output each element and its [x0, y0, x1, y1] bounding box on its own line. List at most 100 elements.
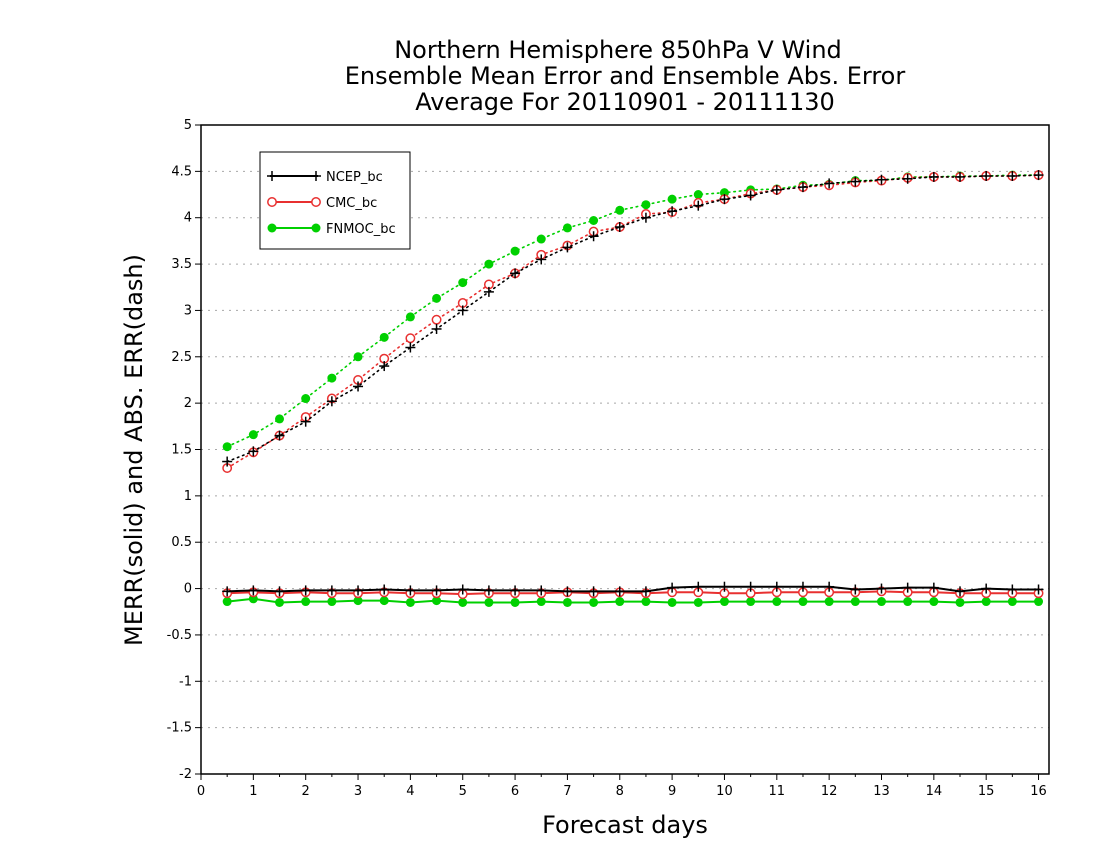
x-tick-label: 2 [302, 784, 310, 799]
mean-err-point-ncep-bc [353, 585, 364, 596]
mean-err-point-fnmoc-bc [798, 597, 808, 607]
y-tick-label: -2 [179, 767, 192, 782]
mean-err-point-ncep-bc [379, 584, 390, 595]
mean-err-point-ncep-bc [667, 582, 678, 593]
legend-item-ncep-bc: NCEP_bc [267, 170, 383, 185]
mean-err-point-ncep-bc [1007, 584, 1018, 595]
abs-err-point-fnmoc-bc [379, 332, 389, 342]
y-tick-label: -0.5 [167, 628, 192, 643]
chart-title-line-3: Average For 20110901 - 20111130 [415, 88, 835, 116]
mean-err-point-fnmoc-bc [458, 597, 468, 607]
abs-err-point-fnmoc-bc [510, 246, 520, 256]
abs-err-point-fnmoc-bc [353, 352, 363, 362]
y-tick-label: 4.5 [171, 164, 192, 179]
mean-err-point-fnmoc-bc [667, 597, 677, 607]
legend-label: NCEP_bc [326, 170, 383, 185]
mean-err-point-fnmoc-bc [824, 597, 834, 607]
mean-err-point-fnmoc-bc [589, 597, 599, 607]
legend-item-cmc-bc: CMC_bc [267, 196, 377, 211]
abs-err-point-ncep-bc [1033, 170, 1044, 181]
mean-err-point-fnmoc-bc [405, 597, 415, 607]
mean-err-point-ncep-bc [431, 585, 442, 596]
legend-marker-left [267, 171, 277, 181]
x-tick-label: 13 [873, 784, 890, 799]
x-tick-label: 8 [616, 784, 624, 799]
y-axis-label: MERR(solid) and ABS. ERR(dash) [120, 254, 148, 646]
mean-err-point-fnmoc-bc [301, 597, 311, 607]
abs-err-point-ncep-bc [510, 268, 521, 279]
legend-label: FNMOC_bc [326, 222, 396, 237]
mean-err-point-ncep-bc [771, 581, 782, 592]
mean-err-point-ncep-bc [955, 586, 966, 597]
mean-err-line-fnmoc-bc [227, 597, 1039, 604]
mean-err-point-fnmoc-bc [929, 597, 939, 607]
legend-marker-left [267, 223, 277, 233]
abs-err-point-ncep-bc [771, 184, 782, 195]
legend-marker-left [267, 197, 277, 207]
abs-err-point-ncep-bc [588, 231, 599, 242]
abs-err-point-ncep-bc [431, 323, 442, 334]
abs-err-point-ncep-bc [562, 242, 573, 253]
abs-err-point-ncep-bc [902, 173, 913, 184]
abs-err-point-fnmoc-bc [615, 205, 625, 215]
plot-frame [200, 124, 1050, 775]
y-tick-label: 0 [184, 582, 192, 597]
mean-err-point-ncep-bc [300, 585, 311, 596]
legend-marker-right [311, 197, 321, 207]
mean-err-point-fnmoc-bc [615, 597, 625, 607]
legend-item-fnmoc-bc: FNMOC_bc [267, 222, 396, 237]
mean-err-point-ncep-bc [510, 585, 521, 596]
abs-err-point-ncep-bc [850, 176, 861, 187]
abs-err-point-ncep-bc [300, 416, 311, 427]
y-tick-label: 3.5 [171, 257, 192, 272]
mean-err-point-ncep-bc [1033, 584, 1044, 595]
mean-err-point-fnmoc-bc [903, 597, 913, 607]
mean-err-point-ncep-bc [457, 584, 468, 595]
series-layer [222, 170, 1044, 607]
mean-err-point-fnmoc-bc [981, 597, 991, 607]
x-tick-label: 1 [249, 784, 257, 799]
chart-title-line-1: Northern Hemisphere 850hPa V Wind [394, 36, 842, 64]
series-ncep-bc [222, 170, 1044, 597]
x-tick-label: 11 [769, 784, 786, 799]
mean-err-point-fnmoc-bc [876, 597, 886, 607]
mean-err-point-ncep-bc [693, 581, 704, 592]
y-tick-label: 0.5 [171, 535, 192, 550]
y-tick-label: -1.5 [167, 721, 192, 736]
mean-err-point-ncep-bc [274, 586, 285, 597]
abs-err-point-ncep-bc [326, 396, 337, 407]
abs-err-point-ncep-bc [745, 190, 756, 201]
abs-err-point-cmc-bc [431, 314, 442, 325]
legend-marker-right [311, 223, 321, 233]
x-tick-label: 12 [821, 784, 838, 799]
abs-err-point-ncep-bc [536, 254, 547, 265]
x-tick-label: 0 [197, 784, 205, 799]
abs-err-point-ncep-bc [379, 361, 390, 372]
abs-err-point-ncep-bc [457, 305, 468, 316]
abs-err-point-ncep-bc [353, 381, 364, 392]
abs-err-point-ncep-bc [955, 171, 966, 182]
abs-err-point-ncep-bc [667, 206, 678, 217]
mean-err-point-ncep-bc [876, 583, 887, 594]
legend-label: CMC_bc [326, 196, 377, 211]
mean-err-point-fnmoc-bc [379, 596, 389, 606]
y-tick-label: 5 [184, 118, 192, 133]
chart-title-line-2: Ensemble Mean Error and Ensemble Abs. Er… [345, 62, 906, 90]
mean-err-point-fnmoc-bc [510, 597, 520, 607]
mean-err-point-ncep-bc [928, 582, 939, 593]
grid [201, 170, 1049, 729]
x-axis-label: Forecast days [542, 811, 708, 839]
x-tick-label: 16 [1030, 784, 1047, 799]
mean-err-point-fnmoc-bc [1007, 597, 1017, 607]
mean-err-point-ncep-bc [745, 581, 756, 592]
abs-err-point-fnmoc-bc [667, 194, 677, 204]
x-tick-label: 14 [926, 784, 943, 799]
y-tick-label: 2 [184, 396, 192, 411]
y-tick-label: 1 [184, 489, 192, 504]
abs-err-point-fnmoc-bc [222, 442, 232, 452]
mean-err-point-fnmoc-bc [353, 596, 363, 606]
y-tick-label: 1.5 [171, 443, 192, 458]
mean-err-point-ncep-bc [405, 585, 416, 596]
abs-err-point-ncep-bc [928, 171, 939, 182]
